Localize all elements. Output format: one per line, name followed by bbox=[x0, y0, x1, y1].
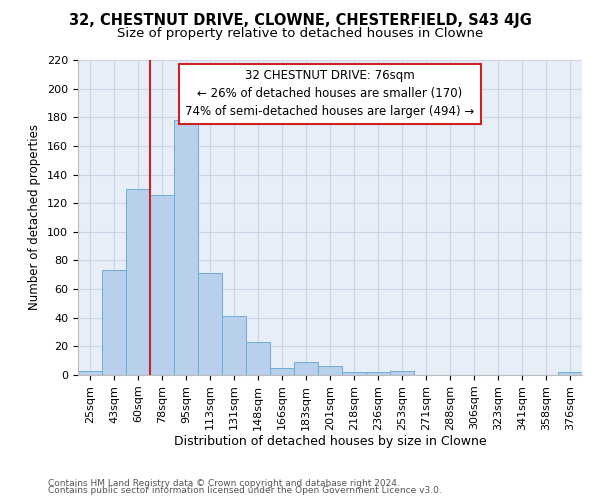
Bar bbox=[342, 372, 366, 375]
Bar bbox=[366, 372, 390, 375]
Text: Contains HM Land Registry data © Crown copyright and database right 2024.: Contains HM Land Registry data © Crown c… bbox=[48, 478, 400, 488]
Bar bbox=[390, 370, 414, 375]
Bar bbox=[318, 366, 342, 375]
Y-axis label: Number of detached properties: Number of detached properties bbox=[28, 124, 41, 310]
Bar bbox=[78, 370, 102, 375]
Bar bbox=[174, 120, 198, 375]
Bar bbox=[126, 189, 150, 375]
Bar bbox=[270, 368, 294, 375]
Text: 32, CHESTNUT DRIVE, CLOWNE, CHESTERFIELD, S43 4JG: 32, CHESTNUT DRIVE, CLOWNE, CHESTERFIELD… bbox=[68, 12, 532, 28]
Bar bbox=[558, 372, 582, 375]
Bar bbox=[222, 316, 246, 375]
Text: Contains public sector information licensed under the Open Government Licence v3: Contains public sector information licen… bbox=[48, 486, 442, 495]
Bar bbox=[102, 270, 126, 375]
Bar bbox=[198, 274, 222, 375]
Bar bbox=[294, 362, 318, 375]
Text: 32 CHESTNUT DRIVE: 76sqm
← 26% of detached houses are smaller (170)
74% of semi-: 32 CHESTNUT DRIVE: 76sqm ← 26% of detach… bbox=[185, 70, 475, 118]
X-axis label: Distribution of detached houses by size in Clowne: Distribution of detached houses by size … bbox=[173, 436, 487, 448]
Bar bbox=[246, 342, 270, 375]
Text: Size of property relative to detached houses in Clowne: Size of property relative to detached ho… bbox=[117, 28, 483, 40]
Bar bbox=[150, 194, 174, 375]
